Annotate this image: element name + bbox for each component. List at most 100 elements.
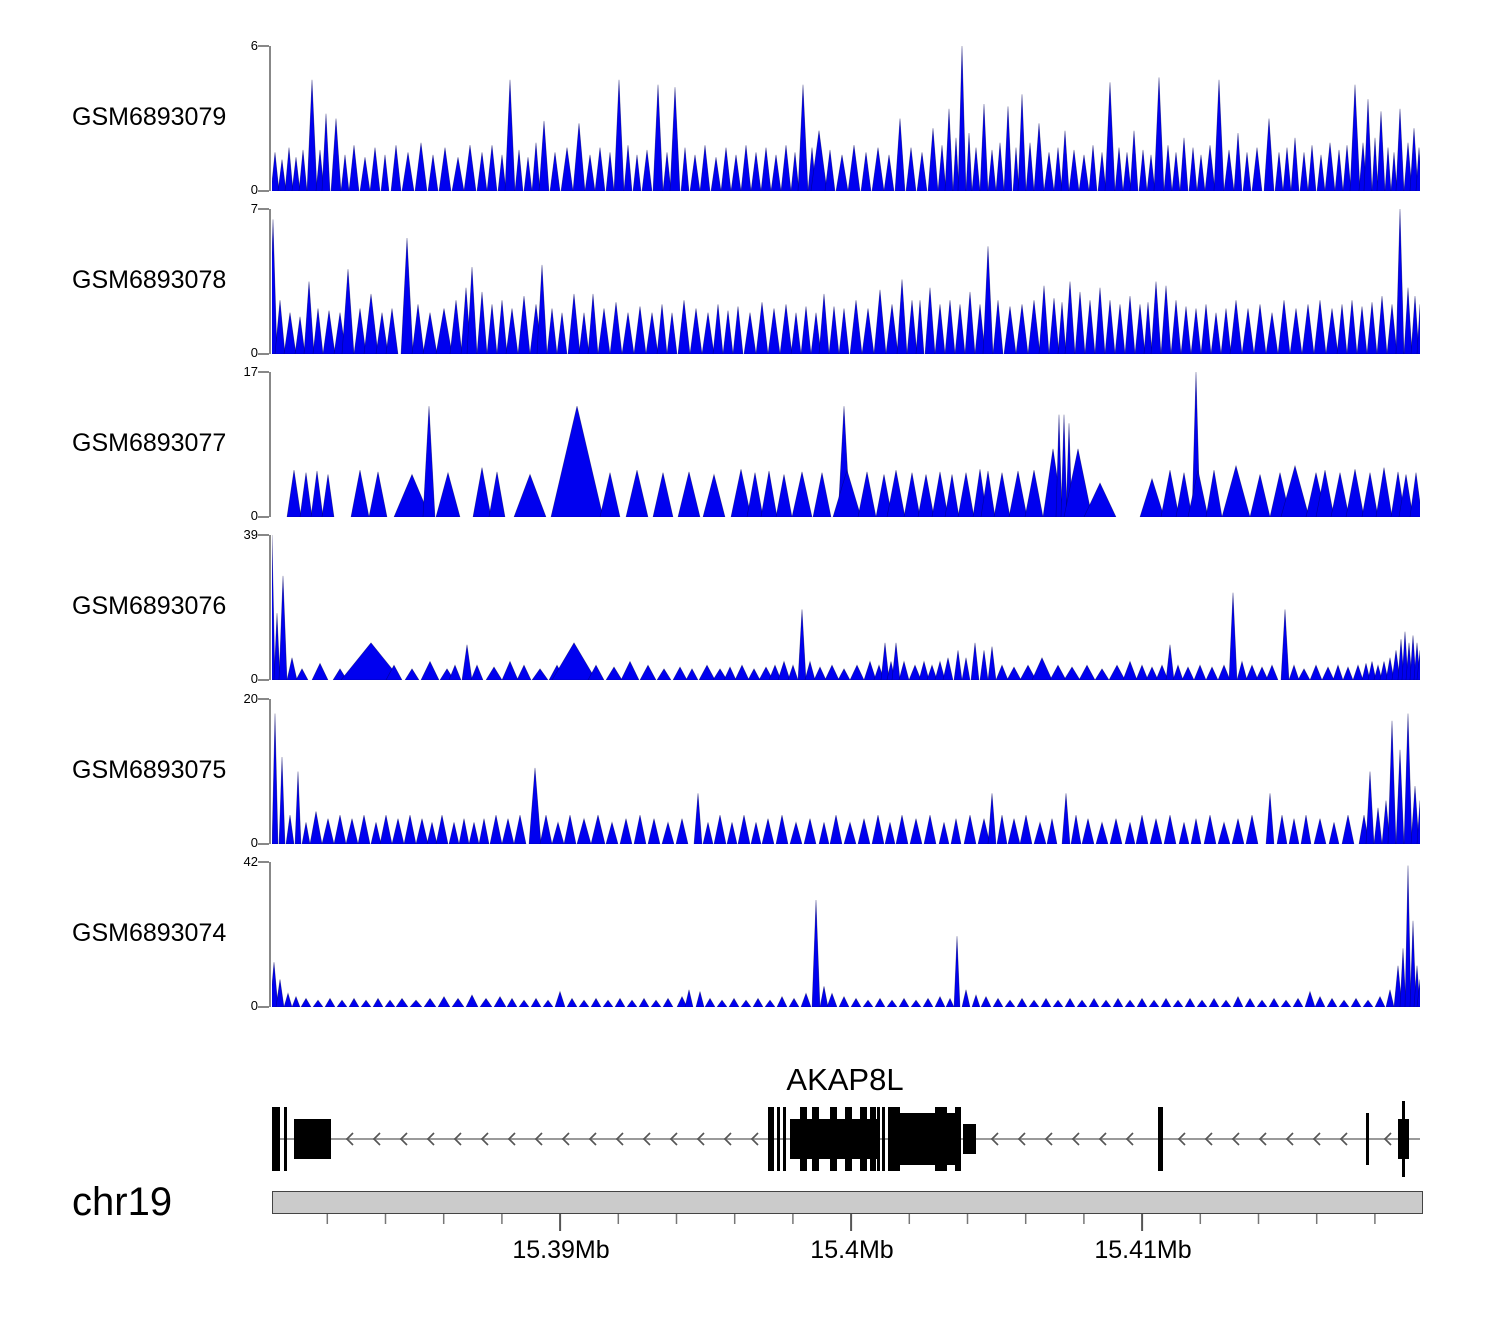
signal-peak bbox=[910, 999, 922, 1007]
signal-peak bbox=[1135, 664, 1149, 680]
signal-peak bbox=[684, 989, 694, 1007]
signal-peak bbox=[357, 814, 371, 844]
signal-peak bbox=[732, 306, 744, 354]
signal-peak bbox=[755, 302, 769, 354]
signal-peak bbox=[780, 145, 792, 191]
signal-peak bbox=[818, 822, 830, 844]
signal-peak bbox=[971, 993, 981, 1007]
signal-peak bbox=[451, 997, 465, 1007]
signal-peak bbox=[923, 814, 937, 844]
signal-peak bbox=[306, 79, 318, 191]
signal-peak bbox=[1043, 152, 1055, 191]
signal-peak bbox=[861, 308, 875, 354]
signal-peak bbox=[1088, 145, 1098, 191]
signal-peak bbox=[633, 306, 647, 354]
signal-peak bbox=[980, 470, 996, 517]
signal-peak bbox=[896, 279, 908, 354]
y-axis-bottom-tick bbox=[258, 353, 269, 355]
gene-exon bbox=[294, 1119, 331, 1159]
signal-peak bbox=[1074, 291, 1086, 354]
signal-peak bbox=[602, 999, 614, 1007]
signal-peak bbox=[942, 657, 954, 680]
signal-peak bbox=[656, 668, 672, 680]
y-axis-line bbox=[269, 372, 271, 517]
gene-exon bbox=[800, 1107, 807, 1171]
signal-peak bbox=[1210, 312, 1222, 354]
signal-peak bbox=[330, 118, 342, 191]
signal-peak bbox=[650, 999, 662, 1007]
signal-peak bbox=[995, 142, 1005, 191]
signal-peak bbox=[1334, 149, 1344, 191]
signal-peak bbox=[605, 152, 615, 191]
signal-peak bbox=[1292, 997, 1304, 1007]
signal-peak bbox=[414, 142, 428, 191]
signal-peak bbox=[934, 660, 946, 680]
signal-peak bbox=[810, 312, 822, 354]
strand-direction-chevron-icon bbox=[642, 1132, 651, 1146]
signal-peak bbox=[656, 304, 668, 354]
strand-direction-chevron-icon bbox=[561, 1132, 570, 1146]
signal-peak bbox=[1148, 999, 1160, 1007]
signal-peak bbox=[963, 814, 977, 844]
signal-peak bbox=[609, 302, 623, 354]
signal-peak bbox=[898, 997, 910, 1007]
signal-peak bbox=[380, 154, 390, 191]
y-axis-top-tick bbox=[258, 534, 269, 536]
signal-peak bbox=[950, 818, 962, 844]
signal-peak bbox=[652, 84, 664, 191]
signal-peak bbox=[838, 308, 850, 354]
signal-peak bbox=[790, 312, 802, 354]
y-axis-bottom-tick bbox=[258, 843, 269, 845]
signal-peak bbox=[391, 818, 405, 844]
signal-peak bbox=[1376, 295, 1388, 354]
signal-peak bbox=[272, 962, 279, 1007]
signal-peak bbox=[1376, 111, 1386, 191]
signal-peak bbox=[1138, 149, 1148, 191]
signal-peak bbox=[400, 237, 414, 354]
signal-peak bbox=[874, 997, 886, 1007]
signal-peak bbox=[1276, 814, 1288, 844]
signal-peak bbox=[554, 990, 566, 1007]
signal-peak bbox=[915, 300, 925, 354]
signal-peak bbox=[485, 666, 503, 680]
gene-exon bbox=[812, 1107, 819, 1171]
signal-peak bbox=[1349, 84, 1361, 191]
signal-peak bbox=[1016, 997, 1028, 1007]
signal-peak bbox=[695, 991, 705, 1007]
signal-peak bbox=[964, 291, 976, 354]
signal-peak bbox=[619, 818, 633, 844]
signal-peak bbox=[1049, 664, 1067, 680]
y-axis-zero-label: 0 bbox=[250, 345, 258, 360]
signal-peak bbox=[863, 660, 877, 680]
signal-peak bbox=[1390, 152, 1398, 191]
signal-peak bbox=[1160, 470, 1180, 517]
signal-peak bbox=[1203, 814, 1217, 844]
signal-peak bbox=[1245, 664, 1259, 680]
signal-peak bbox=[704, 997, 716, 1007]
signal-peak bbox=[1242, 152, 1252, 191]
signal-peak bbox=[1220, 308, 1232, 354]
gene-exon bbox=[768, 1107, 774, 1171]
signal-peak bbox=[1053, 147, 1063, 191]
strand-direction-chevron-icon bbox=[534, 1132, 543, 1146]
signal-peak bbox=[1017, 94, 1027, 191]
gene-exon bbox=[1158, 1107, 1163, 1171]
signal-peak bbox=[1046, 818, 1058, 844]
signal-peak bbox=[992, 997, 1004, 1007]
signal-peak bbox=[857, 471, 877, 517]
signal-peak bbox=[685, 668, 699, 680]
gene-exon bbox=[830, 1107, 837, 1171]
signal-peak bbox=[898, 660, 910, 680]
signal-peak bbox=[1172, 999, 1184, 1007]
signal-peak bbox=[277, 159, 287, 191]
signal-peak bbox=[295, 668, 309, 680]
signal-peak bbox=[1299, 152, 1309, 191]
signal-peak bbox=[1321, 666, 1335, 680]
signal-peak bbox=[1200, 304, 1212, 354]
signal-peak bbox=[639, 664, 657, 680]
signal-peak bbox=[1057, 302, 1067, 354]
signal-peak bbox=[1256, 999, 1268, 1007]
signal-peak bbox=[895, 814, 909, 844]
signal-peak bbox=[804, 660, 816, 680]
gene-model-track bbox=[272, 1101, 1420, 1177]
